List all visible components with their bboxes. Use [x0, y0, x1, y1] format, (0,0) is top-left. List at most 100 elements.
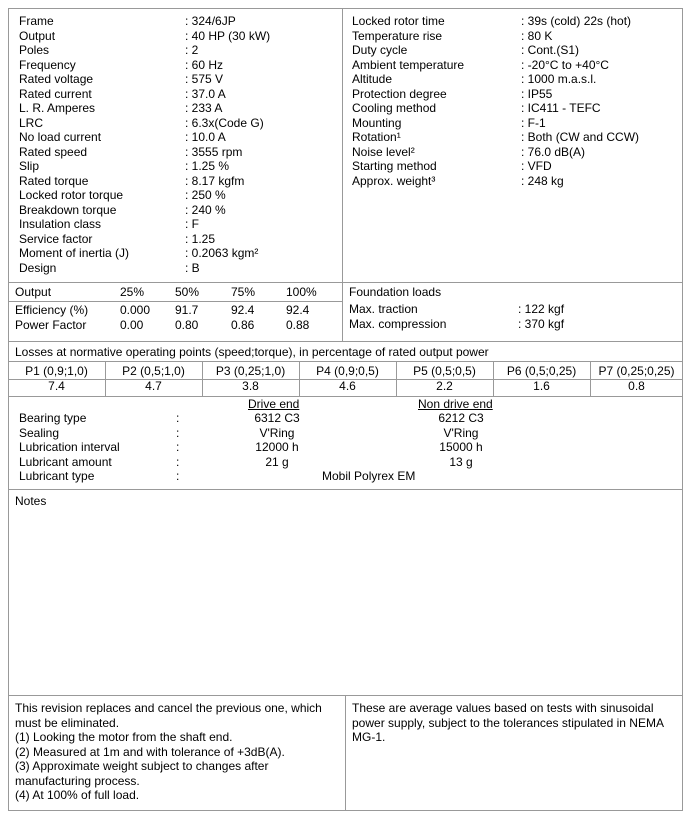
spec-label: Mounting [352, 115, 402, 130]
non-drive-end-header: Non drive end [418, 397, 493, 411]
drive-end-header: Drive end [248, 397, 300, 411]
non-drive-end-value: 6212 C3 [438, 411, 484, 425]
bearing-colon: : [176, 411, 180, 425]
lubricant-type-label: Lubricant type [19, 469, 95, 483]
spec-label: Noise level² [352, 144, 415, 159]
footer-note-line: MG-1. [352, 730, 386, 744]
divider [8, 396, 683, 397]
foundation-value: : 370 kgf [518, 317, 565, 331]
divider [8, 379, 683, 380]
divider [299, 361, 300, 396]
datasheet-frame [8, 8, 683, 811]
spec-value: : F-1 [521, 115, 546, 130]
footer-note-line: These are average values based on tests … [352, 701, 654, 715]
divider [105, 361, 106, 396]
spec-value: : F [185, 217, 199, 231]
performance-cell: 0.86 [231, 318, 255, 332]
footer-note-line: (4) At 100% of full load. [15, 788, 140, 802]
spec-value: : IC411 - TEFC [521, 101, 601, 115]
loss-point-header: P2 (0,5;1,0) [122, 364, 185, 378]
loss-point-header: P3 (0,25;1,0) [215, 364, 286, 378]
foundation-label: Max. traction [349, 302, 418, 316]
spec-value: : 1.25 % [185, 159, 230, 173]
spec-label: Breakdown torque [19, 202, 117, 217]
spec-value: : VFD [521, 159, 552, 173]
divider [590, 361, 591, 396]
divider [342, 8, 343, 282]
spec-label: Service factor [19, 231, 93, 246]
bearing-label: Sealing [19, 425, 60, 440]
lubricant-type-colon: : [176, 469, 180, 483]
drive-end-value: V'Ring [259, 425, 295, 440]
spec-label: Frame [19, 14, 54, 28]
performance-cell: 0.80 [175, 318, 199, 332]
performance-cell: 92.4 [286, 303, 310, 317]
spec-label: Slip [19, 159, 40, 173]
performance-cell: 0.000 [120, 303, 151, 317]
footer-note-line: (1) Looking the motor from the shaft end… [15, 730, 233, 744]
notes-title: Notes [15, 494, 47, 508]
footer-note-line: (3) Approximate weight subject to change… [15, 759, 269, 773]
spec-label: No load current [19, 130, 102, 144]
spec-value: : 575 V [185, 72, 224, 86]
loss-point-value: 7.4 [48, 379, 65, 393]
spec-value: : IP55 [521, 86, 553, 101]
divider [345, 695, 346, 811]
spec-value: : B [185, 260, 200, 275]
performance-cell: Power Factor [15, 318, 87, 332]
spec-value: : 3555 rpm [185, 144, 243, 159]
spec-label: Protection degree [352, 86, 447, 101]
footer-note-line: This revision replaces and cancel the pr… [15, 701, 322, 715]
spec-value: : 1.25 [185, 231, 216, 246]
foundation-label: Max. compression [349, 317, 447, 331]
bearing-label: Lubrication interval [19, 440, 120, 454]
spec-value: : 80 K [521, 28, 553, 43]
performance-header: 100% [286, 285, 317, 299]
performance-header: 25% [120, 285, 145, 299]
drive-end-value: 12000 h [255, 440, 299, 454]
drive-end-value: 21 g [265, 454, 289, 469]
spec-label: Insulation class [19, 217, 102, 231]
spec-label: Temperature rise [352, 28, 443, 43]
spec-label: Locked rotor torque [19, 188, 124, 202]
drive-end-value: 6312 C3 [254, 411, 300, 425]
spec-label: Locked rotor time [352, 14, 445, 28]
divider [8, 361, 683, 362]
divider [8, 301, 342, 302]
loss-point-value: 3.8 [242, 379, 259, 393]
performance-header: 50% [175, 285, 200, 299]
footer-note-line: (2) Measured at 1m and with tolerance of… [15, 744, 285, 759]
spec-label: Moment of inertia (J) [19, 246, 130, 260]
performance-header: Output [15, 285, 52, 299]
foundation-value: : 122 kgf [518, 302, 565, 316]
loss-point-value: 1.6 [533, 379, 550, 393]
spec-value: : 40 HP (30 kW) [185, 28, 271, 43]
non-drive-end-value: 15000 h [439, 440, 483, 454]
spec-label: LRC [19, 115, 44, 130]
spec-value: : -20°C to +40°C [521, 57, 609, 72]
bearing-label: Bearing type [19, 411, 87, 425]
footer-note-line: power supply, subject to the tolerances … [352, 715, 664, 730]
spec-label: Altitude [352, 72, 393, 86]
divider [8, 341, 683, 342]
spec-label: Poles [19, 43, 50, 57]
spec-label: Design [19, 260, 57, 275]
loss-point-header: P6 (0,5;0,25) [506, 364, 577, 378]
spec-label: Duty cycle [352, 43, 408, 57]
spec-value: : 1000 m.a.s.l. [521, 72, 597, 86]
foundation-title: Foundation loads [349, 285, 442, 299]
spec-label: Approx. weight³ [352, 173, 436, 188]
spec-value: : 39s (cold) 22s (hot) [521, 14, 632, 28]
performance-cell: 0.88 [286, 318, 310, 332]
spec-label: Cooling method [352, 101, 437, 115]
spec-value: : Cont.(S1) [521, 43, 580, 57]
divider [493, 361, 494, 396]
bearing-colon: : [176, 425, 180, 440]
spec-value: : 324/6JP [185, 14, 236, 28]
loss-point-value: 0.8 [628, 379, 645, 393]
spec-value: : 248 kg [521, 173, 564, 188]
loss-point-value: 4.7 [145, 379, 162, 393]
spec-value: : 6.3x(Code G) [185, 115, 264, 130]
spec-label: L. R. Amperes [19, 101, 96, 115]
loss-point-header: P5 (0,5;0,5) [413, 364, 476, 378]
